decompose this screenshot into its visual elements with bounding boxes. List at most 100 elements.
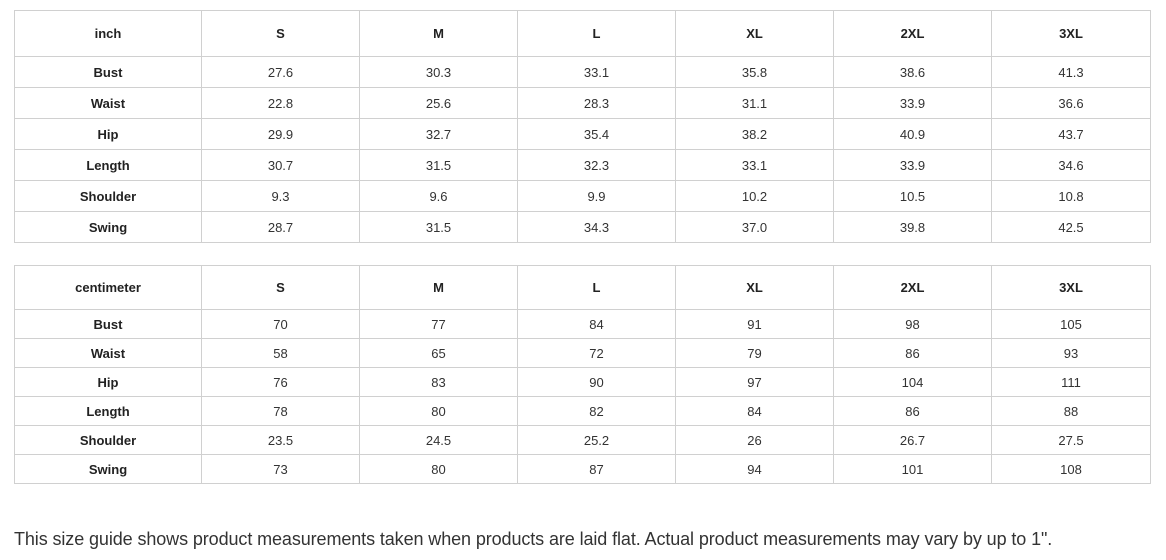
- measurement-label: Shoulder: [14, 425, 202, 455]
- measurement-value: 97: [675, 367, 834, 397]
- measurement-value: 10.2: [675, 180, 834, 212]
- size-header: 2XL: [833, 265, 992, 310]
- unit-header: centimeter: [14, 265, 202, 310]
- measurement-value: 87: [517, 454, 676, 484]
- measurement-value: 72: [517, 338, 676, 368]
- measurement-label: Shoulder: [14, 180, 202, 212]
- table-row: Length 30.7 31.5 32.3 33.1 33.9 34.6: [14, 149, 1151, 181]
- measurement-value: 25.2: [517, 425, 676, 455]
- measurement-value: 10.8: [991, 180, 1151, 212]
- measurement-value: 111: [991, 367, 1151, 397]
- measurement-value: 76: [201, 367, 360, 397]
- measurement-value: 77: [359, 309, 518, 339]
- measurement-value: 29.9: [201, 118, 360, 150]
- measurement-value: 101: [833, 454, 992, 484]
- size-header: XL: [675, 265, 834, 310]
- measurement-value: 30.7: [201, 149, 360, 181]
- measurement-value: 33.1: [675, 149, 834, 181]
- measurement-label: Swing: [14, 211, 202, 243]
- measurement-label: Waist: [14, 87, 202, 119]
- measurement-value: 37.0: [675, 211, 834, 243]
- table-row: Waist 58 65 72 79 86 93: [14, 338, 1151, 368]
- measurement-value: 84: [675, 396, 834, 426]
- measurement-value: 35.4: [517, 118, 676, 150]
- measurement-value: 28.7: [201, 211, 360, 243]
- measurement-value: 24.5: [359, 425, 518, 455]
- measurement-value: 31.1: [675, 87, 834, 119]
- measurement-value: 27.6: [201, 56, 360, 88]
- measurement-value: 9.9: [517, 180, 676, 212]
- table-row: Shoulder 9.3 9.6 9.9 10.2 10.5 10.8: [14, 180, 1151, 212]
- measurement-value: 33.9: [833, 149, 992, 181]
- measurement-value: 86: [833, 338, 992, 368]
- measurement-value: 25.6: [359, 87, 518, 119]
- measurement-value: 78: [201, 396, 360, 426]
- measurement-value: 38.2: [675, 118, 834, 150]
- measurement-value: 83: [359, 367, 518, 397]
- measurement-value: 31.5: [359, 211, 518, 243]
- measurement-value: 94: [675, 454, 834, 484]
- measurement-value: 98: [833, 309, 992, 339]
- measurement-value: 36.6: [991, 87, 1151, 119]
- measurement-value: 80: [359, 396, 518, 426]
- measurement-label: Length: [14, 149, 202, 181]
- measurement-label: Waist: [14, 338, 202, 368]
- measurement-value: 26.7: [833, 425, 992, 455]
- measurement-value: 82: [517, 396, 676, 426]
- table-row: Waist 22.8 25.6 28.3 31.1 33.9 36.6: [14, 87, 1151, 119]
- size-header: 3XL: [991, 265, 1151, 310]
- table-row: Hip 76 83 90 97 104 111: [14, 367, 1151, 397]
- measurement-value: 91: [675, 309, 834, 339]
- size-table-inch: inch S M L XL 2XL 3XL Bust 27.6 30.3 33.1 35.8 38.6 4…: [14, 10, 1151, 243]
- measurement-value: 33.1: [517, 56, 676, 88]
- table-row: Swing 73 80 87 94 101 108: [14, 454, 1151, 484]
- measurement-value: 58: [201, 338, 360, 368]
- measurement-label: Bust: [14, 56, 202, 88]
- measurement-value: 32.7: [359, 118, 518, 150]
- measurement-value: 27.5: [991, 425, 1151, 455]
- measurement-value: 32.3: [517, 149, 676, 181]
- measurement-label: Swing: [14, 454, 202, 484]
- measurement-value: 70: [201, 309, 360, 339]
- size-header: 2XL: [833, 10, 992, 57]
- size-header: M: [359, 265, 518, 310]
- measurement-value: 9.6: [359, 180, 518, 212]
- measurement-value: 23.5: [201, 425, 360, 455]
- size-header: 3XL: [991, 10, 1151, 57]
- measurement-value: 65: [359, 338, 518, 368]
- measurement-value: 28.3: [517, 87, 676, 119]
- measurement-value: 22.8: [201, 87, 360, 119]
- table-row: Length 78 80 82 84 86 88: [14, 396, 1151, 426]
- measurement-value: 34.6: [991, 149, 1151, 181]
- header-row: centimeter S M L XL 2XL 3XL: [14, 265, 1151, 310]
- measurement-label: Length: [14, 396, 202, 426]
- table-row: Hip 29.9 32.7 35.4 38.2 40.9 43.7: [14, 118, 1151, 150]
- measurement-value: 31.5: [359, 149, 518, 181]
- table-row: Swing 28.7 31.5 34.3 37.0 39.8 42.5: [14, 211, 1151, 243]
- size-header: S: [201, 265, 360, 310]
- measurement-value: 34.3: [517, 211, 676, 243]
- measurement-value: 93: [991, 338, 1151, 368]
- measurement-label: Bust: [14, 309, 202, 339]
- measurement-value: 79: [675, 338, 834, 368]
- measurement-value: 9.3: [201, 180, 360, 212]
- measurement-value: 105: [991, 309, 1151, 339]
- measurement-value: 33.9: [833, 87, 992, 119]
- measurement-value: 42.5: [991, 211, 1151, 243]
- measurement-value: 88: [991, 396, 1151, 426]
- measurement-label: Hip: [14, 367, 202, 397]
- measurement-value: 84: [517, 309, 676, 339]
- table-row: Shoulder 23.5 24.5 25.2 26 26.7 27.5: [14, 425, 1151, 455]
- size-header: S: [201, 10, 360, 57]
- measurement-value: 10.5: [833, 180, 992, 212]
- measurement-value: 90: [517, 367, 676, 397]
- measurement-value: 86: [833, 396, 992, 426]
- measurement-value: 38.6: [833, 56, 992, 88]
- measurement-value: 30.3: [359, 56, 518, 88]
- measurement-value: 43.7: [991, 118, 1151, 150]
- measurement-value: 73: [201, 454, 360, 484]
- measurement-label: Hip: [14, 118, 202, 150]
- unit-header: inch: [14, 10, 202, 57]
- measurement-value: 108: [991, 454, 1151, 484]
- measurement-value: 104: [833, 367, 992, 397]
